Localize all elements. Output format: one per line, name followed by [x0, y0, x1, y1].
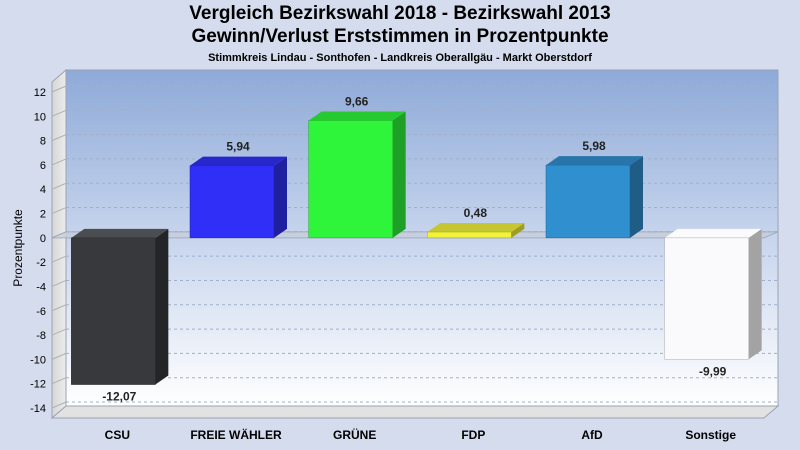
bar-top: [190, 156, 287, 166]
bar[interactable]: [545, 164, 631, 239]
y-tick-label: -6: [36, 306, 46, 318]
bar-side: [155, 228, 169, 385]
chart-title: Vergleich Bezirkswahl 2018 - Bezirkswahl…: [189, 3, 611, 24]
bar-side: [748, 228, 762, 360]
data-label: 5,98: [582, 139, 606, 153]
bar-top: [308, 111, 406, 121]
plot-floor: [50, 405, 780, 419]
grid-wall-line: [51, 158, 67, 166]
y-tick-label: -8: [36, 330, 46, 342]
chart-subtitle-region: Stimmkreis Lindau - Sonthofen - Landkrei…: [208, 52, 592, 64]
grid-wall-line: [51, 352, 67, 360]
grid-wall-line: [51, 134, 67, 142]
plot-left-wall: [51, 68, 67, 420]
bar-side: [630, 156, 643, 238]
grid-wall-line: [51, 328, 67, 336]
bar-top: [664, 228, 762, 238]
grid-wall-line: [51, 304, 67, 312]
bar[interactable]: [427, 231, 512, 239]
grid-wall-line: [51, 401, 67, 409]
bar-top: [546, 156, 643, 166]
bar[interactable]: [664, 237, 749, 360]
grid-wall-line: [51, 377, 67, 385]
y-tick-label: 10: [34, 111, 46, 123]
bar[interactable]: [308, 120, 393, 239]
bar-top: [71, 228, 169, 238]
y-tick-label: 4: [40, 184, 46, 196]
data-label: -12,07: [102, 390, 136, 404]
x-tick-label: AfD: [581, 428, 603, 442]
y-tick-label: 8: [40, 136, 46, 148]
bar-side: [392, 111, 406, 238]
y-tick-label: 0: [40, 233, 46, 245]
chart-titles: Vergleich Bezirkswahl 2018 - Bezirkswahl…: [0, 2, 800, 66]
x-tick-label: GRÜNE: [333, 427, 376, 442]
grid-wall-line: [51, 207, 67, 214]
y-tick-label: -2: [36, 257, 46, 269]
bar-side: [511, 223, 525, 238]
y-tick-label: -4: [36, 281, 46, 293]
y-tick-label: 6: [40, 160, 46, 172]
y-axis-label: Prozentpunkte: [11, 209, 25, 287]
x-tick-label: Sonstige: [685, 428, 736, 442]
chart-subtitle: Gewinn/Verlust Erststimmen in Prozentpun…: [191, 26, 609, 47]
y-tick-label: -14: [30, 403, 46, 415]
x-tick-label: FDP: [461, 428, 485, 442]
y-tick-label: 12: [34, 87, 46, 99]
x-tick-label: FREIE WÄHLER: [190, 427, 282, 442]
grid-wall-line: [51, 280, 67, 287]
data-label: 5,94: [226, 140, 250, 154]
bar[interactable]: [71, 237, 156, 385]
bar-side: [274, 156, 287, 238]
bar[interactable]: [189, 165, 275, 239]
x-tick-label: CSU: [105, 428, 130, 442]
bar-top: [427, 223, 525, 233]
y-tick-label: -12: [30, 379, 46, 391]
y-tick-label: -10: [30, 354, 46, 366]
grid-wall-line: [51, 255, 67, 263]
data-label: -9,99: [699, 364, 727, 378]
data-label: 9,66: [345, 94, 369, 108]
data-label: 0,48: [464, 206, 488, 220]
grid-wall-line: [51, 182, 67, 190]
grid-wall-line: [51, 85, 67, 93]
y-tick-label: 2: [40, 209, 46, 221]
grid-wall-line: [51, 109, 67, 117]
